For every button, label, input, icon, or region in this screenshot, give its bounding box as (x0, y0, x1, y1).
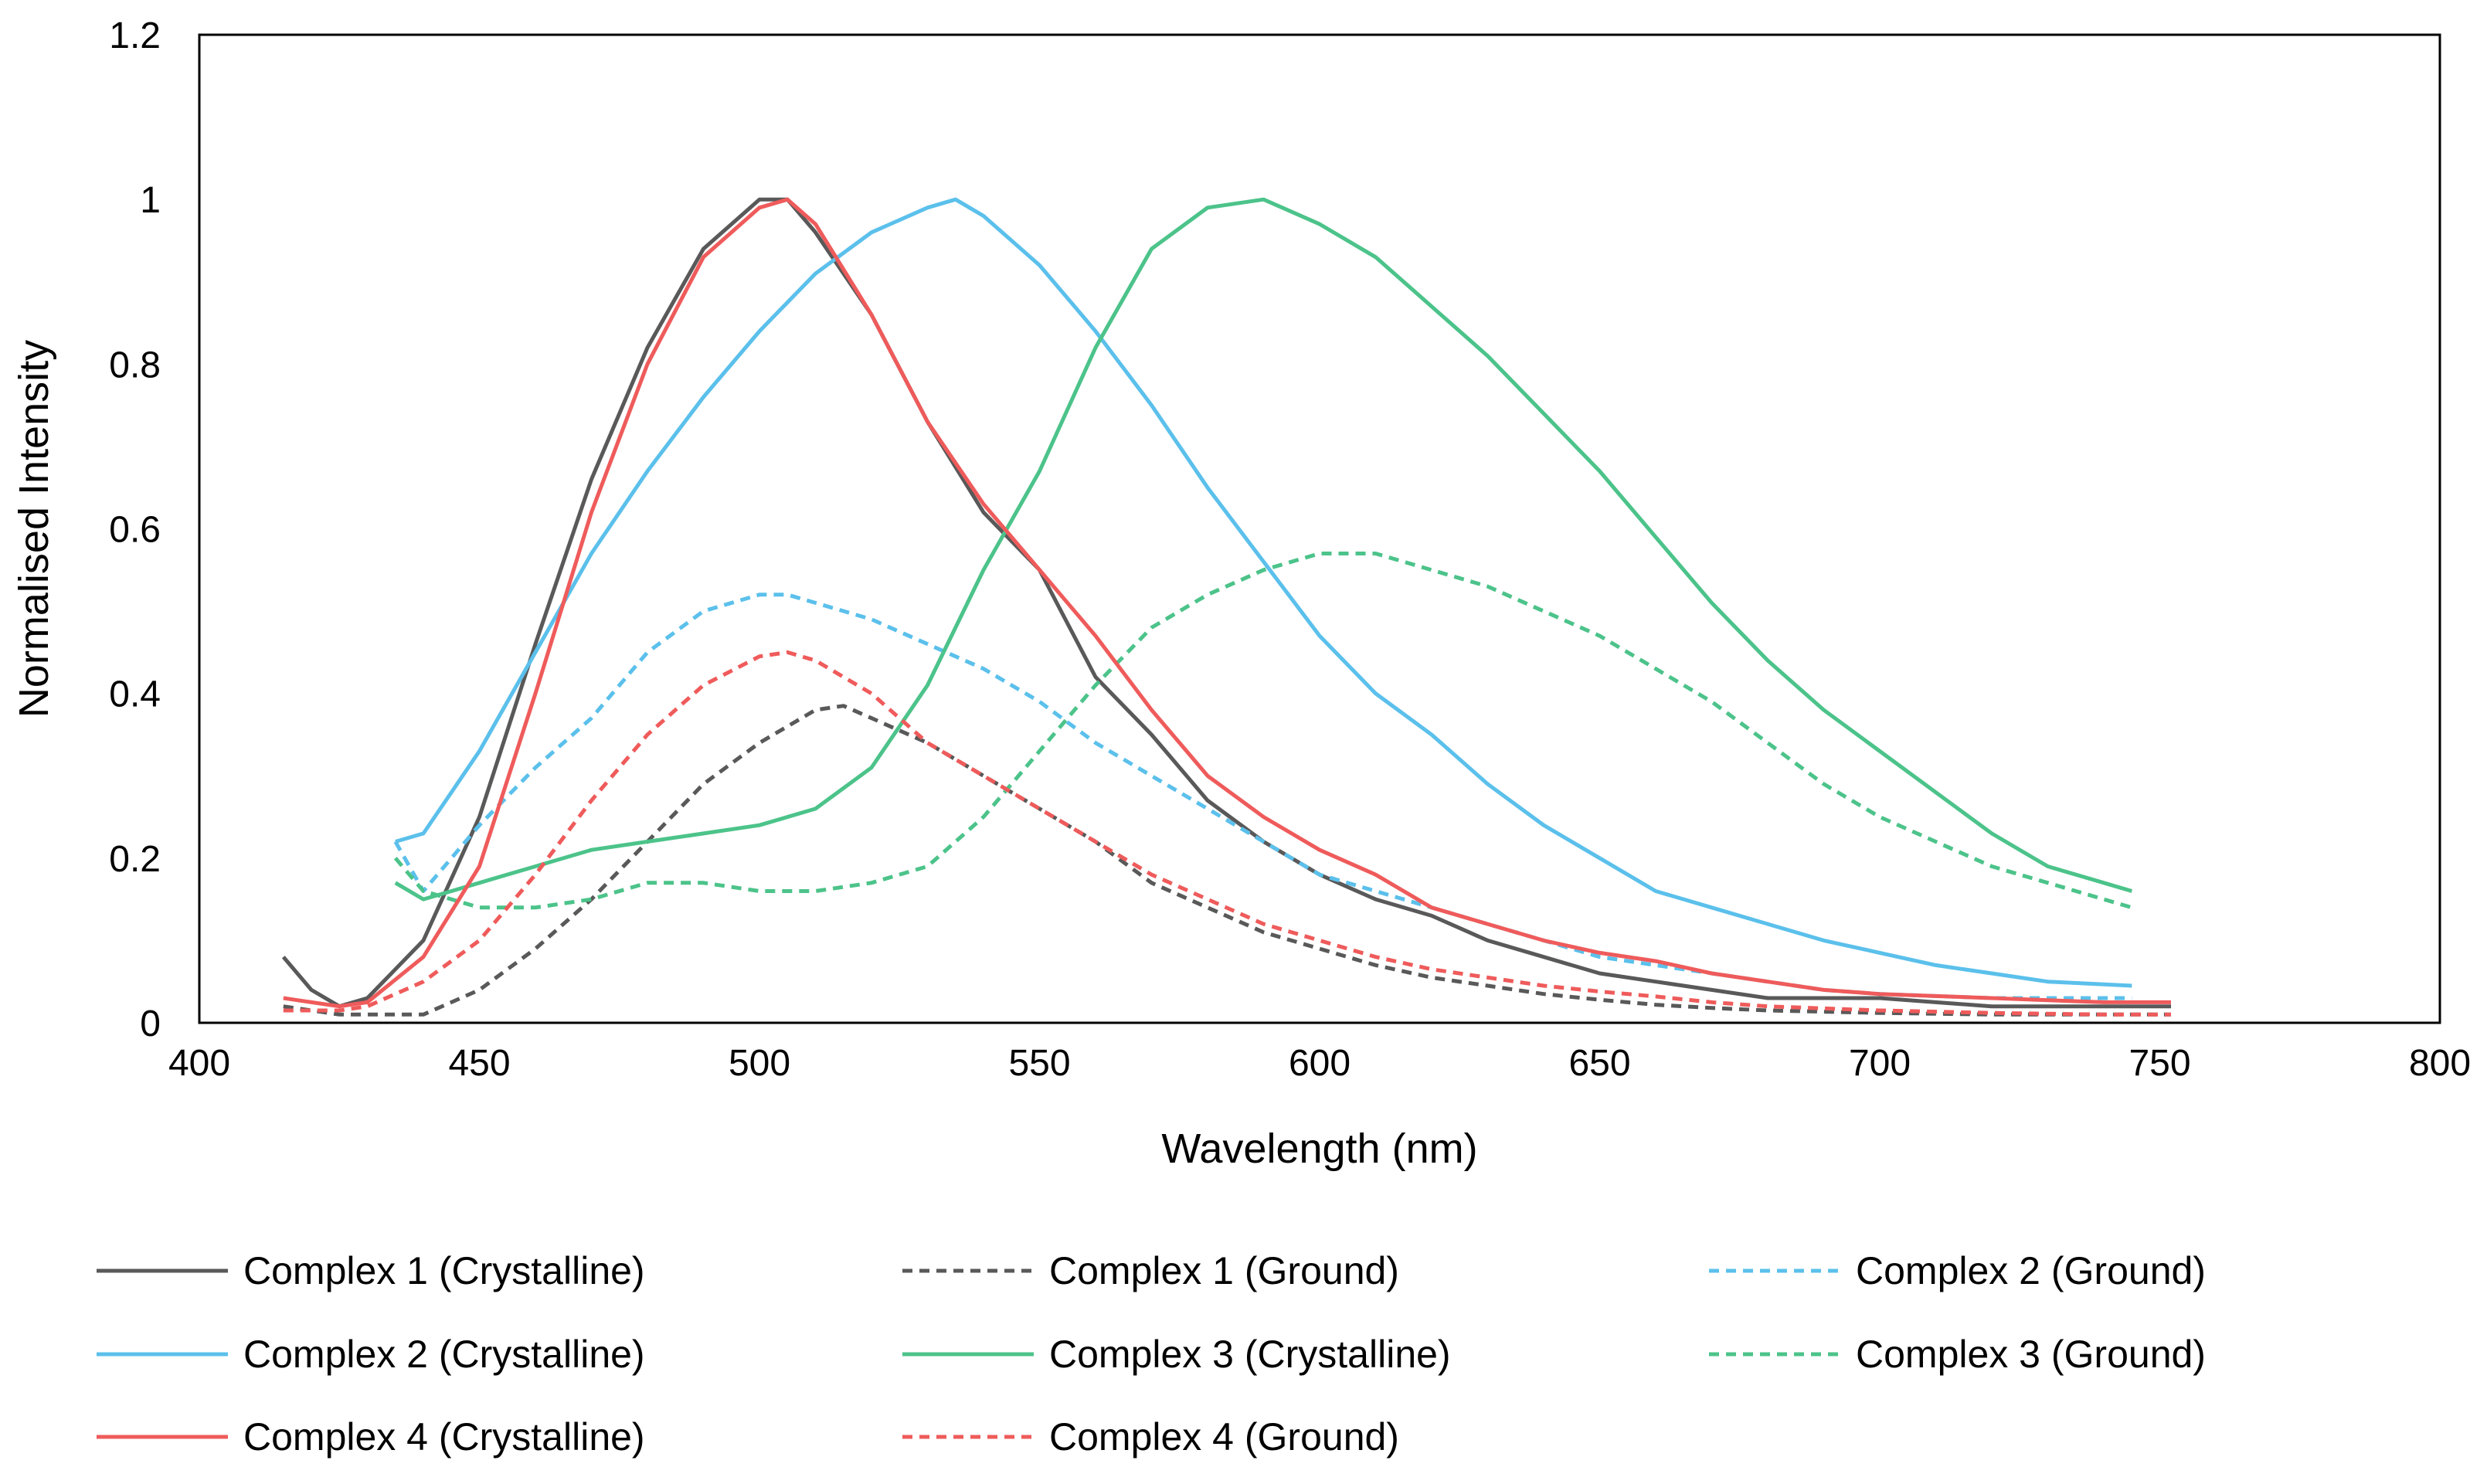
legend-label: Complex 3 (Ground) (1856, 1333, 2206, 1376)
y-axis-ticks: 0 0.2 0.4 0.6 0.8 1 1.2 (109, 15, 161, 1044)
legend-label: Complex 3 (Crystalline) (1049, 1333, 1451, 1376)
x-tick-label: 750 (2129, 1043, 2190, 1084)
series-line-complex-4-crystalline (283, 197, 2171, 1009)
legend-label: Complex 4 (Ground) (1049, 1415, 1399, 1459)
series-line-complex-1-crystalline (281, 197, 2171, 1009)
x-tick-label: 500 (729, 1043, 790, 1084)
legend: Complex 1 (Crystalline) Complex 1 (Ground… (97, 1249, 2206, 1459)
plot-area-frame (198, 33, 2441, 1024)
legend-label: Complex 1 (Ground) (1049, 1249, 1399, 1292)
series-line-complex-3-ground (393, 552, 2133, 910)
y-tick-label: 0.2 (109, 839, 161, 880)
series-layer (281, 197, 2171, 1017)
x-tick-label: 700 (1849, 1043, 1911, 1084)
y-axis-title: Normalised Intensity (11, 340, 57, 718)
x-tick-label: 450 (448, 1043, 510, 1084)
series-line-complex-4-ground (283, 650, 2171, 1017)
x-axis-ticks: 400 450 500 550 600 650 700 750 800 (168, 1043, 2471, 1084)
series-line-complex-2-ground (393, 593, 2132, 1000)
legend-label: Complex 2 (Crystalline) (243, 1333, 645, 1376)
y-tick-label: 0.4 (109, 674, 161, 715)
series-line-complex-3-crystalline (394, 197, 2133, 902)
y-tick-label: 0.8 (109, 345, 161, 385)
x-tick-label: 800 (2409, 1043, 2471, 1084)
legend-label: Complex 1 (Crystalline) (243, 1249, 645, 1292)
x-tick-label: 550 (1008, 1043, 1070, 1084)
x-tick-label: 650 (1568, 1043, 1630, 1084)
y-tick-label: 0 (140, 1003, 161, 1044)
legend-label: Complex 2 (Ground) (1856, 1249, 2206, 1292)
legend-label: Complex 4 (Crystalline) (243, 1415, 645, 1459)
y-tick-label: 1.2 (109, 15, 161, 56)
x-axis-title: Wavelength (nm) (1161, 1126, 1477, 1172)
y-tick-label: 0.6 (109, 510, 161, 551)
y-tick-label: 1 (140, 180, 161, 221)
x-tick-label: 600 (1289, 1043, 1351, 1084)
x-tick-label: 400 (168, 1043, 230, 1084)
series-line-complex-2-crystalline (395, 197, 2132, 988)
